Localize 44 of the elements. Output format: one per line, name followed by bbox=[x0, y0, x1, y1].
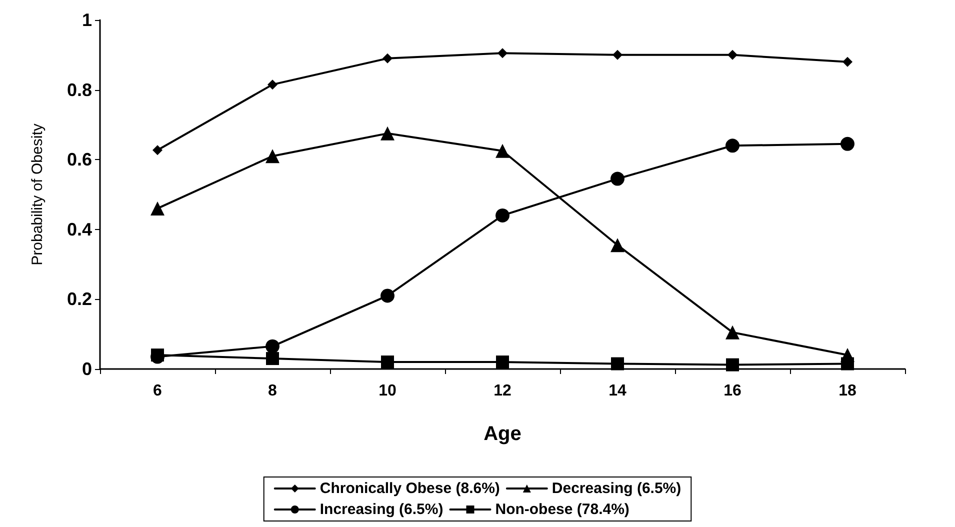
point bbox=[496, 144, 510, 158]
x-tick-label: 8 bbox=[268, 382, 278, 400]
x-tick-label: 6 bbox=[153, 382, 162, 400]
x-tick-label: 10 bbox=[378, 382, 396, 400]
point bbox=[266, 149, 280, 164]
y-tick-label: 1 bbox=[82, 10, 92, 30]
point bbox=[840, 136, 854, 151]
point bbox=[610, 172, 624, 186]
point bbox=[380, 288, 394, 303]
point bbox=[726, 325, 740, 340]
legend-label: Non-obese (78.4%) bbox=[495, 501, 630, 518]
y-tick-label: 0.4 bbox=[66, 219, 92, 240]
y-tick-label: 0.2 bbox=[66, 289, 92, 310]
legend-label: Decreasing (6.5%) bbox=[552, 480, 682, 497]
point bbox=[726, 358, 739, 372]
point bbox=[381, 356, 394, 369]
x-tick-label: 14 bbox=[608, 382, 626, 400]
point bbox=[496, 356, 509, 369]
y-tick-label: 0.8 bbox=[66, 80, 92, 100]
y-axis-title: Probability of Obesity bbox=[29, 123, 46, 266]
point bbox=[380, 126, 394, 140]
point bbox=[266, 352, 279, 366]
point bbox=[266, 339, 280, 354]
y-tick-label: 0 bbox=[82, 359, 92, 379]
x-axis-title: Age bbox=[484, 423, 522, 445]
point bbox=[612, 50, 622, 60]
point bbox=[150, 201, 164, 216]
point bbox=[840, 348, 854, 362]
legend-label: Increasing (6.5%) bbox=[320, 501, 444, 518]
point bbox=[498, 48, 508, 58]
x-tick-label: 12 bbox=[494, 382, 512, 400]
x-tick-label: 16 bbox=[724, 382, 742, 400]
y-tick-label: 0.6 bbox=[66, 150, 92, 170]
point bbox=[611, 357, 624, 370]
point bbox=[842, 56, 852, 67]
point bbox=[496, 208, 510, 222]
point bbox=[728, 50, 738, 60]
point bbox=[726, 138, 740, 153]
x-tick-label: 18 bbox=[838, 382, 856, 400]
legend-label: Chronically Obese (8.6%) bbox=[320, 480, 500, 497]
point bbox=[152, 145, 162, 156]
point bbox=[268, 80, 278, 90]
point bbox=[610, 238, 624, 252]
point bbox=[382, 53, 392, 64]
